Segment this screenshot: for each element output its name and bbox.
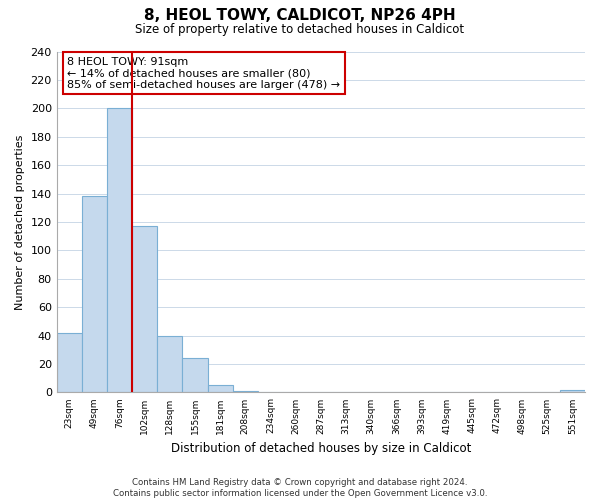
X-axis label: Distribution of detached houses by size in Caldicot: Distribution of detached houses by size …	[170, 442, 471, 455]
Bar	[233, 391, 258, 392]
Bar	[82, 196, 107, 392]
Bar	[132, 226, 157, 392]
Text: 8 HEOL TOWY: 91sqm
← 14% of detached houses are smaller (80)
85% of semi-detache: 8 HEOL TOWY: 91sqm ← 14% of detached hou…	[67, 56, 340, 90]
Bar	[157, 336, 182, 392]
Text: Size of property relative to detached houses in Caldicot: Size of property relative to detached ho…	[136, 22, 464, 36]
Bar	[56, 333, 82, 392]
Text: Contains HM Land Registry data © Crown copyright and database right 2024.
Contai: Contains HM Land Registry data © Crown c…	[113, 478, 487, 498]
Text: 8, HEOL TOWY, CALDICOT, NP26 4PH: 8, HEOL TOWY, CALDICOT, NP26 4PH	[144, 8, 456, 22]
Bar	[107, 108, 132, 393]
Y-axis label: Number of detached properties: Number of detached properties	[15, 134, 25, 310]
Bar	[560, 390, 585, 392]
Bar	[182, 358, 208, 392]
Bar	[208, 386, 233, 392]
